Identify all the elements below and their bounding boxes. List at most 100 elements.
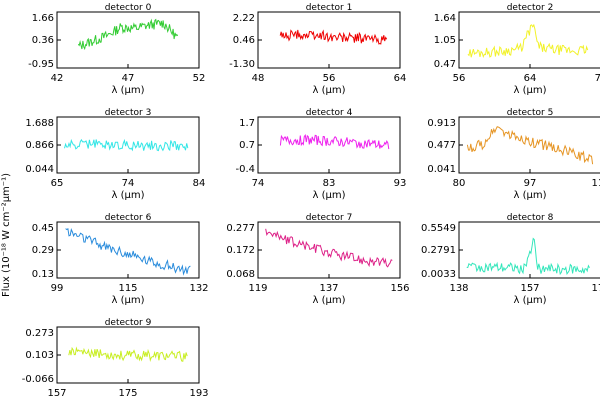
y-tick-label: 0.477	[427, 140, 456, 151]
y-tick-label: -0.066	[22, 374, 54, 385]
x-axis-label: λ (μm)	[111, 190, 144, 201]
y-tick-label: 1.688	[25, 118, 54, 129]
spectrum-line	[68, 346, 188, 362]
y-tick-label: 0.36	[32, 35, 54, 46]
spectrum-line	[467, 23, 589, 59]
spectrum-line	[279, 133, 390, 150]
y-tick-label: 0.044	[25, 164, 54, 175]
x-tick-label: 64	[524, 73, 537, 84]
x-tick-label: 52	[193, 73, 206, 84]
y-tick-label: 1.66	[32, 13, 54, 24]
chart-title: detector 7	[306, 213, 353, 223]
y-tick-label: 0.0033	[421, 269, 456, 280]
spectrum-line	[466, 126, 594, 165]
x-tick-label: 80	[453, 178, 466, 189]
x-tick-label: 47	[122, 73, 135, 84]
x-tick-label: 175	[118, 388, 137, 399]
y-tick-label: 0.068	[226, 269, 255, 280]
chart-title: detector 5	[507, 108, 554, 118]
plot-frame	[56, 11, 200, 69]
chart-title: detector 8	[507, 213, 554, 223]
x-tick-label: 157	[520, 283, 539, 294]
x-axis-label: λ (μm)	[312, 85, 345, 96]
spectrum-line	[265, 228, 393, 268]
x-tick-label: 175	[591, 283, 600, 294]
x-tick-label: 74	[122, 178, 135, 189]
y-tick-label: -1.30	[229, 59, 255, 70]
chart-panel-6: detector 6 0.45 0.29 0.13 99 115 132 λ (μm)	[32, 213, 209, 306]
x-tick-label: 156	[390, 283, 409, 294]
x-tick-label: 137	[319, 283, 338, 294]
x-tick-label: 48	[252, 73, 265, 84]
x-tick-label: 83	[323, 178, 336, 189]
y-tick-label: 0.273	[25, 328, 54, 339]
x-axis-label: λ (μm)	[111, 295, 144, 306]
y-tick-label: 0.47	[434, 59, 456, 70]
x-tick-label: 84	[193, 178, 206, 189]
chart-title: detector 0	[105, 3, 152, 13]
chart-title: detector 2	[507, 3, 554, 13]
y-tick-label: -0.95	[28, 59, 54, 70]
y-tick-label: 0.29	[32, 245, 54, 256]
x-tick-label: 138	[449, 283, 468, 294]
spectrum-line	[279, 29, 388, 45]
chart-title: detector 9	[105, 318, 152, 328]
x-axis-label: λ (μm)	[312, 295, 345, 306]
y-tick-label: 0.45	[32, 223, 54, 234]
y-tick-label: 0.7	[239, 140, 255, 151]
chart-panel-5: detector 5 0.913 0.477 0.041 80 97 114 λ (μm)	[427, 108, 600, 201]
spectrum-line	[65, 227, 191, 276]
x-tick-label: 132	[189, 283, 208, 294]
chart-panel-8: detector 8 0.5549 0.2791 0.0033 138 157 175 λ (…	[421, 213, 600, 306]
y-tick-label: 0.866	[25, 140, 54, 151]
x-axis-label: λ (μm)	[111, 85, 144, 96]
y-tick-label: 0.103	[25, 350, 54, 361]
x-tick-label: 56	[453, 73, 466, 84]
y-tick-label: 0.041	[427, 164, 456, 175]
x-axis-label: λ (μm)	[513, 85, 546, 96]
y-tick-label: 0.46	[233, 35, 255, 46]
y-tick-label: 2.22	[233, 13, 255, 24]
chart-title: detector 3	[105, 108, 152, 118]
y-tick-label: 0.2791	[421, 245, 456, 256]
chart-panel-1: detector 1 2.22 0.46 -1.30 48 56 64 λ (μm)	[229, 3, 406, 96]
spectrum-line	[64, 138, 189, 152]
chart-title: detector 4	[306, 108, 353, 118]
y-tick-label: 0.277	[226, 223, 255, 234]
x-tick-label: 97	[524, 178, 537, 189]
figure-ylabel: Flux (10⁻¹⁸ W cm⁻²μm⁻¹)	[1, 173, 12, 297]
chart-panel-0: detector 0 1.66 0.36 -0.95 42 47 52 λ (μm)	[28, 3, 205, 96]
x-axis-label: λ (μm)	[513, 190, 546, 201]
chart-title: detector 1	[306, 3, 353, 13]
x-tick-label: 114	[591, 178, 600, 189]
y-tick-label: 1.64	[434, 13, 456, 24]
y-tick-label: -0.4	[235, 164, 255, 175]
x-axis-label: λ (μm)	[513, 295, 546, 306]
x-axis-label: λ (μm)	[312, 190, 345, 201]
x-tick-label: 65	[51, 178, 64, 189]
x-tick-label: 157	[47, 388, 66, 399]
chart-title: detector 6	[105, 213, 152, 223]
chart-panel-4: detector 4 1.7 0.7 -0.4 74 83 93 λ (μm)	[235, 108, 406, 201]
y-tick-label: 1.7	[239, 118, 255, 129]
y-tick-label: 0.13	[32, 269, 54, 280]
x-tick-label: 93	[394, 178, 407, 189]
x-tick-label: 64	[394, 73, 407, 84]
spectrum-line	[77, 18, 179, 51]
chart-panel-3: detector 3 1.688 0.866 0.044 65 74 84 λ (μm)	[25, 108, 205, 201]
plot-frame	[257, 221, 401, 279]
plot-frame	[458, 11, 600, 69]
y-tick-label: 0.5549	[421, 223, 456, 234]
x-tick-label: 72	[595, 73, 600, 84]
chart-panel-7: detector 7 0.277 0.172 0.068 119 137 156 λ (μm)	[226, 213, 409, 306]
y-tick-label: 1.05	[434, 35, 456, 46]
y-tick-label: 0.913	[427, 118, 456, 129]
x-tick-label: 119	[248, 283, 267, 294]
x-tick-label: 74	[252, 178, 265, 189]
plot-frame	[56, 221, 200, 279]
x-tick-label: 42	[51, 73, 64, 84]
x-tick-label: 56	[323, 73, 336, 84]
